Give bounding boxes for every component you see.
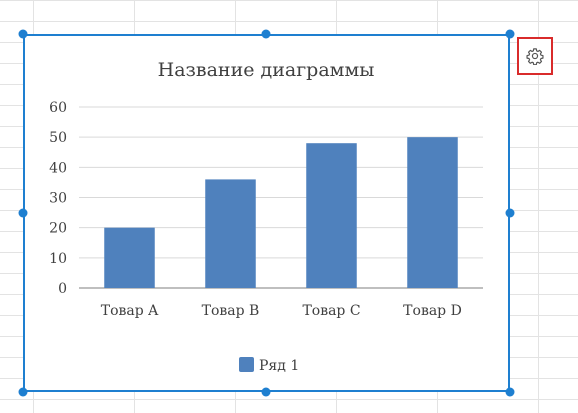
resize-handle-bottom-left[interactable]: [18, 387, 28, 397]
chart-settings-button[interactable]: [517, 37, 553, 75]
resize-handle-right[interactable]: [505, 208, 515, 218]
resize-handle-bottom-right[interactable]: [505, 387, 515, 397]
resize-handle-top-right[interactable]: [505, 29, 515, 39]
gear-icon: [526, 48, 544, 65]
resize-handle-left[interactable]: [18, 208, 28, 218]
chart-container[interactable]: [23, 34, 510, 392]
resize-handle-top-left[interactable]: [18, 29, 28, 39]
resize-handle-top[interactable]: [261, 29, 271, 39]
resize-handle-bottom[interactable]: [261, 387, 271, 397]
